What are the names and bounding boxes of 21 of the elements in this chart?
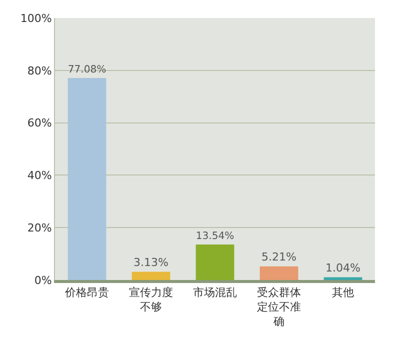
y-tick-label: 0% — [34, 274, 52, 287]
bar — [132, 272, 170, 280]
y-tick-label: 40% — [27, 169, 52, 182]
x-tick-label: 价格昂贵 — [64, 286, 109, 300]
data-label: 13.54% — [196, 230, 234, 242]
x-tick-label: 宣传力度不够 — [129, 286, 173, 314]
y-tick-label: 20% — [27, 221, 52, 234]
x-tick-label: 市场混乱 — [193, 286, 237, 300]
data-label: 3.13% — [134, 256, 168, 269]
bar — [196, 244, 234, 280]
x-tick-label: 受众群体定位不准确 — [257, 286, 301, 328]
y-tick-label: 100% — [20, 12, 52, 25]
x-tick-label: 其他 — [332, 286, 354, 300]
y-tick-label: 80% — [27, 64, 52, 78]
y-tick-label: 60% — [27, 116, 52, 130]
bar — [324, 277, 362, 280]
bar — [68, 78, 106, 280]
bar — [260, 266, 298, 280]
data-label: 1.04% — [326, 261, 360, 274]
data-label: 77.08% — [68, 64, 106, 76]
data-label: 5.21% — [262, 250, 296, 264]
